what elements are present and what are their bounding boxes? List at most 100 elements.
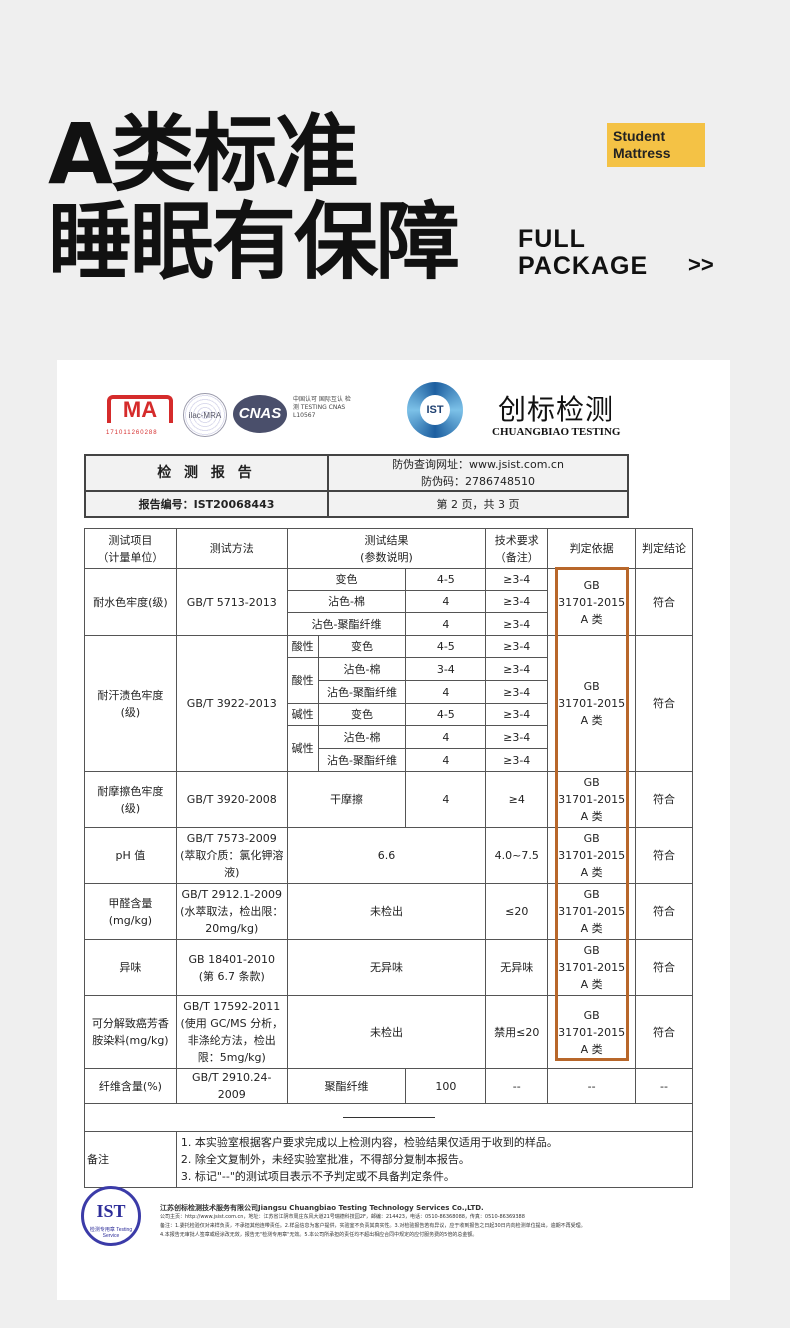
blank-row — [84, 1103, 693, 1132]
cell: 甲醛含量 (mg/kg) — [84, 883, 177, 940]
seal-text: IST — [96, 1201, 126, 1221]
cell: 3-4 — [405, 657, 487, 681]
cell: 符合 — [635, 568, 693, 636]
cell: 干摩擦 — [286, 771, 407, 828]
cell: GB/T 3920-2008 — [175, 771, 288, 828]
cnas-logo: CNAS — [233, 395, 287, 433]
cell: 4-5 — [405, 635, 487, 658]
report-number: 报告编号：IST20068443 — [84, 490, 329, 518]
cell: 变色 — [317, 635, 407, 658]
cell: 酸性 — [286, 635, 319, 658]
col-header: 技术要求 （备注） — [485, 528, 549, 569]
cell: 碱性 — [286, 703, 319, 726]
cell: 可分解致癌芳香胺染料(mg/kg) — [84, 995, 177, 1069]
cell: 无异味 — [485, 939, 549, 996]
cell: GB 31701-2015 A 类 — [547, 635, 637, 772]
cell: ≤20 — [485, 883, 549, 940]
cell: GB 31701-2015 A 类 — [547, 827, 637, 884]
cell: GB/T 7573-2009 (萃取介质：氯化钾溶液) — [175, 827, 288, 884]
table-row: 可分解致癌芳香胺染料(mg/kg) GB/T 17592-2011 (使用 GC/… — [84, 995, 693, 1069]
table-row: 碱性 变色 4-5 ≥3-4 — [85, 703, 693, 726]
cma-logo: MA — [107, 395, 173, 423]
cell: 沾色-聚酯纤维 — [317, 680, 407, 704]
cell: 禁用≤20 — [485, 995, 549, 1069]
cell: 4 — [405, 771, 487, 828]
cell — [84, 1103, 693, 1132]
cell: -- — [485, 1068, 549, 1104]
cell: ≥3-4 — [485, 680, 549, 704]
col-header: 判定结论 — [635, 528, 693, 569]
note-item: 3. 标记"--"的测试项目表示不予判定或不具备判定条件。 — [180, 1170, 455, 1183]
cell: 4 — [405, 612, 487, 636]
cell: 4 — [405, 748, 487, 772]
company-address: 公司主页：http://www.jsist.com.cn，地址：江苏省江阴市周庄… — [160, 1214, 525, 1220]
note-item: 2. 除全文复制外，未经实验室批准，不得部分复制本报告。 — [180, 1153, 470, 1166]
report-page: 第 2 页，共 3 页 — [327, 490, 629, 518]
cma-number: 171011260288 — [106, 430, 158, 436]
table-row: pH 值 GB/T 7573-2009 (萃取介质：氯化钾溶液) 6.6 4.0~7.… — [84, 827, 693, 884]
cell: 耐摩擦色牢度 (级) — [84, 771, 177, 828]
cell: 符合 — [635, 939, 693, 996]
cell: ≥3-4 — [485, 725, 549, 749]
col-header: 测试结果 (参数说明) — [286, 528, 487, 569]
cell: ≥3-4 — [485, 568, 549, 591]
footer-note-1: 备注：1.委托检验仅对来样负责，不承担其他连带责任。2.样品信息为客户提供，实验… — [160, 1223, 586, 1229]
cell: 沾色-聚酯纤维 — [286, 612, 407, 636]
cell: 100 — [405, 1068, 487, 1104]
table-row: 耐摩擦色牢度 (级) GB/T 3920-2008 干摩擦 4 ≥4 GB 31701-2… — [84, 771, 693, 828]
hero-title-line1: A类标准 — [48, 105, 359, 203]
cell: 未检出 — [286, 883, 487, 940]
cell: ≥3-4 — [485, 748, 549, 772]
table-row: 沾色-聚酯纤维 4 ≥3-4 — [85, 748, 693, 772]
cell: 符合 — [635, 883, 693, 940]
cell: GB 18401-2010 (第 6.7 条款) — [175, 939, 288, 996]
cell: 4 — [405, 680, 487, 704]
cell: GB/T 2912.1-2009 (水萃取法，检出限：20mg/kg) — [175, 883, 288, 940]
brand-name-en: CHUANGBIAO TESTING — [492, 426, 621, 438]
cell: -- — [635, 1068, 693, 1104]
ist-seal: IST 检测专用章 Testing Service — [81, 1186, 141, 1246]
notes-row: 备注 1. 本实验室根据客户要求完成以上检测内容，检验结果仅适用于收到的样品。 2.… — [84, 1131, 694, 1188]
student-mattress-badge: Student Mattress — [607, 123, 705, 167]
cell: 变色 — [317, 703, 407, 726]
report-verify: 防伪查询网址：www.jsist.com.cn 防伪码：2786748510 — [327, 454, 629, 492]
cell: ≥3-4 — [485, 590, 549, 613]
col-header: 测试方法 — [175, 528, 288, 569]
cell: GB/T 5713-2013 — [175, 568, 288, 636]
cell: GB/T 3922-2013 — [175, 635, 288, 772]
cell: 沾色-棉 — [317, 725, 407, 749]
cell: 变色 — [286, 568, 407, 591]
cell: 6.6 — [286, 827, 487, 884]
table-row: 碱性 沾色-棉 4 ≥3-4 — [85, 725, 693, 772]
cell: 符合 — [635, 635, 693, 772]
cell: 4.0~7.5 — [485, 827, 549, 884]
cell: ≥3-4 — [485, 635, 549, 658]
col-header: 测试项目 （计量单位） — [84, 528, 177, 569]
cell: GB/T 2910.24-2009 — [175, 1068, 288, 1104]
verify-code: 防伪码：2786748510 — [421, 475, 535, 488]
divider — [342, 1117, 435, 1118]
cell: ≥3-4 — [485, 657, 549, 681]
table-row: 酸性 沾色-棉 3-4 ≥3-4 — [85, 657, 693, 704]
hero-title-line2: 睡眠有保障 — [48, 193, 460, 291]
cell: 沾色-聚酯纤维 — [317, 748, 407, 772]
cell: 耐汗渍色牢度 (级) — [84, 635, 177, 772]
cell: ≥3-4 — [485, 612, 549, 636]
cell: 符合 — [635, 771, 693, 828]
test-results-table: 测试项目 （计量单位） 测试方法 测试结果 (参数说明) 技术要求 （备注） 判定依据判… — [84, 528, 694, 1188]
table-row: 纤维含量(%) GB/T 2910.24-2009 聚酯纤维 100 -- -- -- — [84, 1068, 693, 1104]
col-header: 判定依据 — [547, 528, 637, 569]
cell: GB/T 17592-2011 (使用 GC/MS 分析，非涤纶方法，检出限：5… — [175, 995, 288, 1069]
cell: 未检出 — [286, 995, 487, 1069]
company-name: 江苏创标检测技术服务有限公司Jiangsu Chuangbiao Testing… — [160, 1204, 484, 1212]
cell: ≥4 — [485, 771, 549, 828]
table-row: 耐水色牢度(级) GB/T 5713-2013 变色 4-5 ≥3-4 GB 31701-… — [84, 568, 693, 636]
cell: 符合 — [635, 995, 693, 1069]
table-row: 甲醛含量 (mg/kg) GB/T 2912.1-2009 (水萃取法，检出限：2… — [84, 883, 693, 940]
ilac-mra-logo: ilac-MRA — [183, 393, 227, 437]
cell: 无异味 — [286, 939, 487, 996]
cell: 4 — [405, 590, 487, 613]
verify-url: 防伪查询网址：www.jsist.com.cn — [392, 458, 564, 471]
brand-name-cn: 创标检测 — [498, 393, 615, 426]
cell: GB 31701-2015 A 类 — [547, 771, 637, 828]
